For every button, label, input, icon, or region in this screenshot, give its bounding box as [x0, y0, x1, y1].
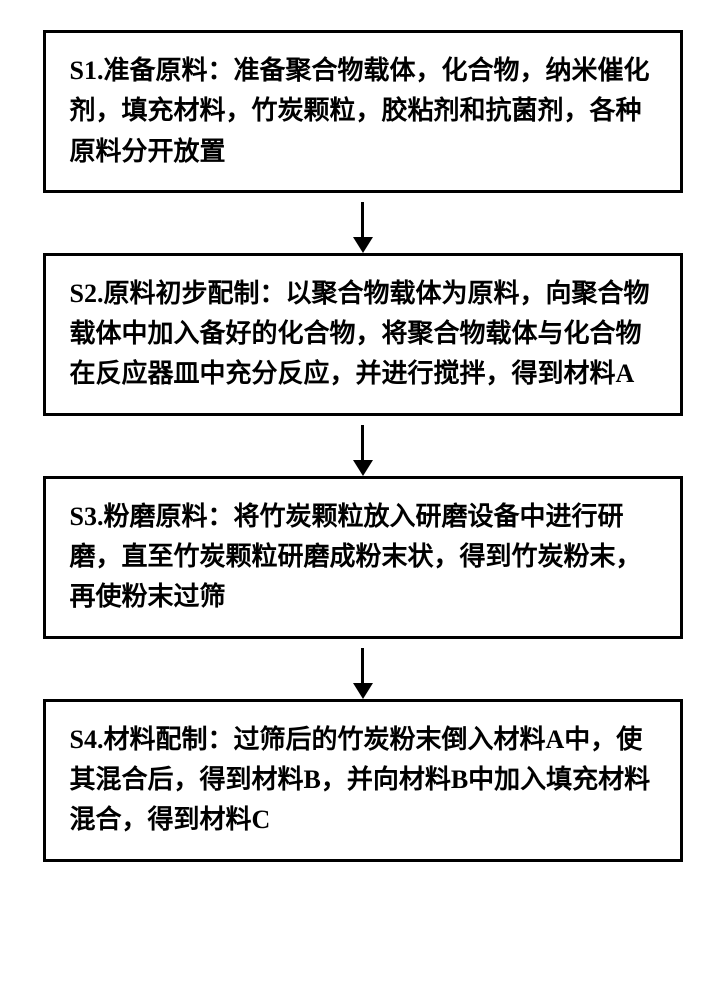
step-title: 材料配制： [103, 725, 233, 754]
arrow-connector [361, 416, 364, 476]
arrow-head-icon [353, 460, 373, 476]
arrow-head-icon [353, 683, 373, 699]
step-box-s1: S1.准备原料：准备聚合物载体，化合物，纳米催化剂，填充材料，竹炭颗粒，胶粘剂和… [43, 30, 683, 193]
step-label: S3. [70, 502, 104, 531]
arrow-connector [361, 193, 364, 253]
step-label: S2. [70, 279, 104, 308]
step-box-s3: S3.粉磨原料：将竹炭颗粒放入研磨设备中进行研磨，直至竹炭颗粒研磨成粉末状，得到… [43, 476, 683, 639]
step-box-s2: S2.原料初步配制：以聚合物载体为原料，向聚合物载体中加入备好的化合物，将聚合物… [43, 253, 683, 416]
flowchart-container: S1.准备原料：准备聚合物载体，化合物，纳米催化剂，填充材料，竹炭颗粒，胶粘剂和… [40, 30, 685, 862]
step-title: 准备原料： [103, 56, 233, 85]
step-title: 粉磨原料： [103, 502, 233, 531]
arrow-connector [361, 639, 364, 699]
step-label: S4. [70, 725, 104, 754]
arrow-head-icon [353, 237, 373, 253]
step-label: S1. [70, 56, 104, 85]
step-box-s4: S4.材料配制：过筛后的竹炭粉末倒入材料A中，使其混合后，得到材料B，并向材料B… [43, 699, 683, 862]
step-title: 原料初步配制： [103, 279, 285, 308]
